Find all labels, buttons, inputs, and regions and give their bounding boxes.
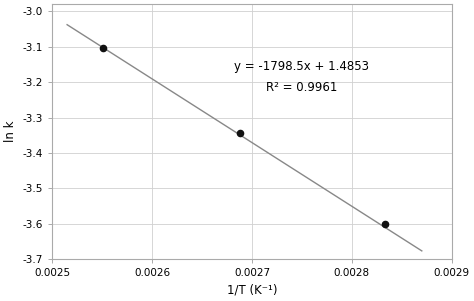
Y-axis label: ln k: ln k <box>4 121 17 142</box>
Text: y = -1798.5x + 1.4853: y = -1798.5x + 1.4853 <box>235 60 369 73</box>
Point <box>99 46 107 51</box>
Text: R² = 0.9961: R² = 0.9961 <box>266 81 337 94</box>
X-axis label: 1/T (K⁻¹): 1/T (K⁻¹) <box>227 284 277 297</box>
Point <box>381 222 389 226</box>
Point <box>236 131 244 136</box>
